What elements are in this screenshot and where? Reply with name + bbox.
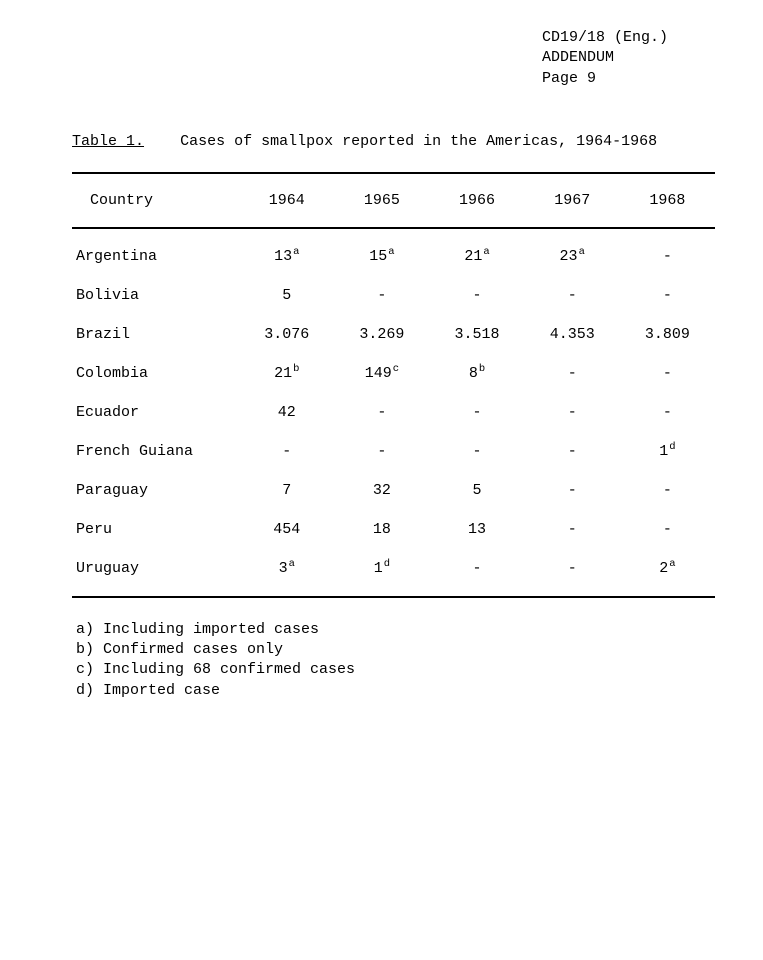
- value-cell: 13a: [239, 237, 334, 276]
- table-row: Argentina13a15a21a23a-: [72, 237, 715, 276]
- value-cell: 454: [239, 510, 334, 549]
- col-1965: 1965: [334, 173, 429, 228]
- header-row: Country 1964 1965 1966 1967 1968: [72, 173, 715, 228]
- col-1968: 1968: [620, 173, 715, 228]
- table-row: Peru4541813--: [72, 510, 715, 549]
- table-row: Uruguay3a1d--2a: [72, 549, 715, 588]
- value-cell: -: [334, 276, 429, 315]
- value-cell: 21b: [239, 354, 334, 393]
- table-row: Bolivia5----: [72, 276, 715, 315]
- country-cell: Brazil: [72, 315, 239, 354]
- table-row: Brazil3.0763.2693.5184.3533.809: [72, 315, 715, 354]
- table-head: Country 1964 1965 1966 1967 1968: [72, 173, 715, 228]
- page: CD19/18 (Eng.) ADDENDUM Page 9 Table 1. …: [0, 0, 763, 960]
- doc-addendum: ADDENDUM: [542, 48, 715, 68]
- table-row: Colombia21b149c8b--: [72, 354, 715, 393]
- value-cell: 2a: [620, 549, 715, 588]
- value-cell: -: [620, 471, 715, 510]
- value-cell: -: [429, 549, 524, 588]
- value-cell: -: [429, 276, 524, 315]
- value-cell: 18: [334, 510, 429, 549]
- footnote-c: c) Including 68 confirmed cases: [76, 660, 715, 680]
- value-cell: -: [429, 393, 524, 432]
- footnote-b: b) Confirmed cases only: [76, 640, 715, 660]
- value-cell: -: [620, 237, 715, 276]
- value-cell: -: [620, 510, 715, 549]
- value-cell: -: [525, 354, 620, 393]
- table-caption-text: Cases of smallpox reported in the Americ…: [180, 133, 657, 150]
- value-cell: 4.353: [525, 315, 620, 354]
- value-cell: -: [239, 432, 334, 471]
- value-cell: 3.076: [239, 315, 334, 354]
- country-cell: Paraguay: [72, 471, 239, 510]
- value-cell: 23a: [525, 237, 620, 276]
- value-cell: -: [429, 432, 524, 471]
- value-cell: 3.518: [429, 315, 524, 354]
- country-cell: French Guiana: [72, 432, 239, 471]
- col-1966: 1966: [429, 173, 524, 228]
- col-country: Country: [72, 173, 239, 228]
- col-1964: 1964: [239, 173, 334, 228]
- table-row: Paraguay7325--: [72, 471, 715, 510]
- table-body: Argentina13a15a21a23a-Bolivia5----Brazil…: [72, 228, 715, 597]
- value-cell: -: [525, 510, 620, 549]
- value-cell: 5: [239, 276, 334, 315]
- country-cell: Uruguay: [72, 549, 239, 588]
- footnote-d: d) Imported case: [76, 681, 715, 701]
- value-cell: -: [620, 393, 715, 432]
- table-row: French Guiana----1d: [72, 432, 715, 471]
- doc-page: Page 9: [542, 69, 715, 89]
- value-cell: -: [525, 393, 620, 432]
- value-cell: 1d: [334, 549, 429, 588]
- col-1967: 1967: [525, 173, 620, 228]
- doc-header: CD19/18 (Eng.) ADDENDUM Page 9: [542, 28, 715, 89]
- value-cell: -: [620, 354, 715, 393]
- country-cell: Bolivia: [72, 276, 239, 315]
- value-cell: 13: [429, 510, 524, 549]
- value-cell: 8b: [429, 354, 524, 393]
- value-cell: -: [620, 276, 715, 315]
- country-cell: Colombia: [72, 354, 239, 393]
- value-cell: -: [525, 276, 620, 315]
- footnotes: a) Including imported cases b) Confirmed…: [72, 620, 715, 701]
- footnote-a: a) Including imported cases: [76, 620, 715, 640]
- value-cell: -: [525, 432, 620, 471]
- value-cell: 3a: [239, 549, 334, 588]
- country-cell: Argentina: [72, 237, 239, 276]
- value-cell: -: [334, 393, 429, 432]
- country-cell: Ecuador: [72, 393, 239, 432]
- value-cell: -: [525, 471, 620, 510]
- value-cell: 1d: [620, 432, 715, 471]
- table-label: Table 1.: [72, 133, 144, 150]
- table-row: Ecuador42----: [72, 393, 715, 432]
- value-cell: 5: [429, 471, 524, 510]
- value-cell: 21a: [429, 237, 524, 276]
- table-caption: Table 1. Cases of smallpox reported in t…: [72, 133, 715, 150]
- value-cell: 149c: [334, 354, 429, 393]
- value-cell: 32: [334, 471, 429, 510]
- value-cell: -: [334, 432, 429, 471]
- value-cell: 7: [239, 471, 334, 510]
- value-cell: 15a: [334, 237, 429, 276]
- data-table: Country 1964 1965 1966 1967 1968 Argenti…: [72, 172, 715, 598]
- value-cell: 42: [239, 393, 334, 432]
- country-cell: Peru: [72, 510, 239, 549]
- value-cell: 3.269: [334, 315, 429, 354]
- value-cell: -: [525, 549, 620, 588]
- doc-id: CD19/18 (Eng.): [542, 28, 715, 48]
- value-cell: 3.809: [620, 315, 715, 354]
